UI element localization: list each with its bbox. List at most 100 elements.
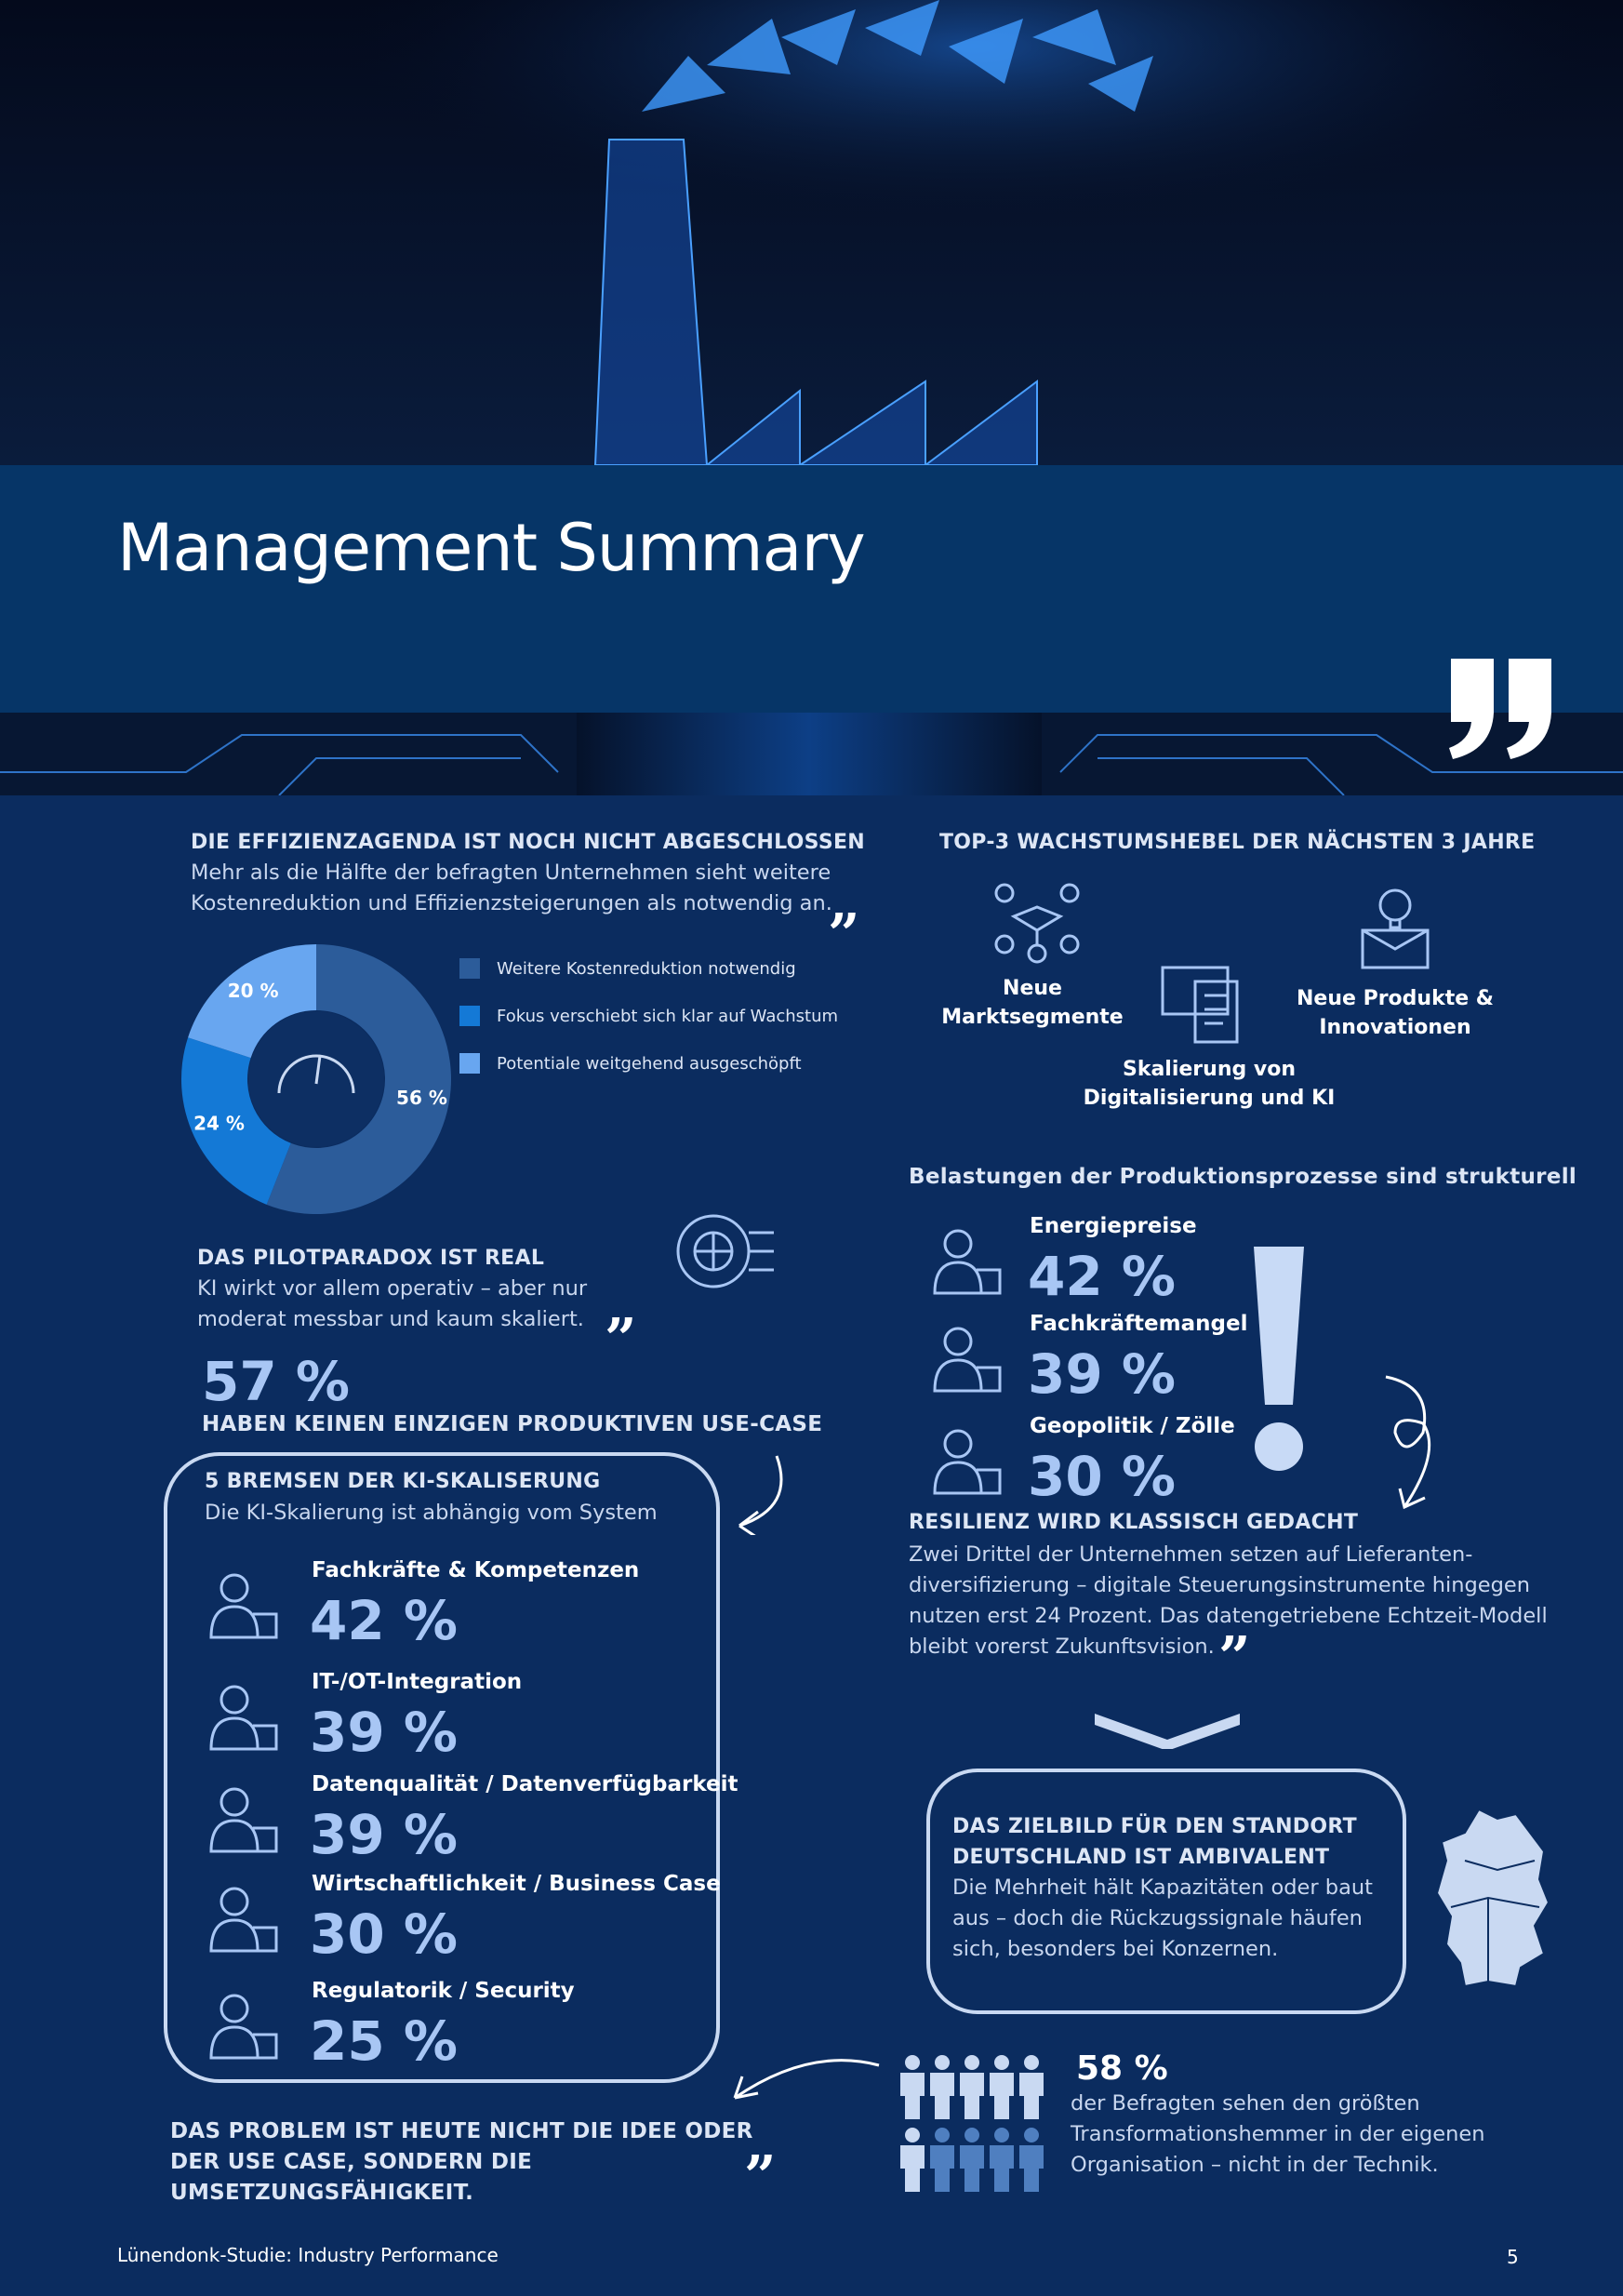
- item-icon: [933, 1429, 1002, 1495]
- person-icon: [994, 2128, 1009, 2142]
- arrow: [1385, 1375, 1431, 1510]
- section-heading: 5 BREMSEN DER KI-SKALISERUNG: [205, 1470, 601, 1493]
- section-text: Die Mehrheit hält Kapazitäten oder baut …: [952, 1876, 1373, 1961]
- growth-item: Skalierung von Digitalisierung und KI: [1083, 1058, 1336, 1110]
- stat-value: 57 %: [202, 1350, 351, 1413]
- item-value: 39 %: [310, 1803, 459, 1866]
- icon-shape: [209, 1605, 278, 1639]
- icon-shape: [943, 1327, 973, 1356]
- icon-shape: [220, 1573, 249, 1603]
- item-icon: [933, 1327, 1002, 1393]
- person-icon: [900, 2145, 925, 2192]
- section-heading: DAS PILOTPARADOX IST REAL: [197, 1247, 545, 1270]
- icon-handshake: [994, 883, 1080, 964]
- legend-label: Fokus verschiebt sich klar auf Wachstum: [497, 1006, 839, 1026]
- legend-swatch: [459, 1053, 480, 1074]
- person-icon: [905, 2128, 920, 2142]
- chevron: [1095, 1714, 1240, 1749]
- person-icon: [994, 2055, 1009, 2070]
- donut-segment: [180, 1037, 291, 1205]
- page-number: 5: [1507, 2246, 1519, 2268]
- legend-swatch: [459, 958, 480, 979]
- icon-shape: [933, 1461, 1002, 1495]
- growth-item: Neue Marktsegmente: [941, 977, 1124, 1029]
- quote-mark: ”: [605, 1307, 637, 1372]
- section-text: Mehr als die Hälfte der befragten Untern…: [191, 861, 832, 915]
- exclamation-mark: [1254, 1247, 1304, 1471]
- icon-shape: [220, 1685, 249, 1715]
- item-icon: [209, 1787, 278, 1853]
- item-label: Fachkräftemangel: [1030, 1312, 1248, 1336]
- stat-text: HABEN KEINEN EINZIGEN PRODUKTIVEN USE-CA…: [202, 1412, 823, 1436]
- donut-segment: [188, 944, 316, 1059]
- icon-shape: [209, 1918, 278, 1953]
- legend-entry: Fokus verschiebt sich klar auf Wachstum: [459, 1006, 838, 1026]
- item-value: 25 %: [310, 2009, 459, 2073]
- people-icons: [900, 2055, 1044, 2192]
- section-heading: DAS PROBLEM IST HEUTE NICHT DIE IDEE ODE…: [170, 2119, 753, 2205]
- icon-gear: [676, 1214, 774, 1288]
- quote-mark: ”: [828, 902, 860, 968]
- brakes-box: [164, 1452, 720, 2083]
- icon-shape: [209, 1716, 278, 1751]
- item-label: Regulatorik / Security: [312, 1979, 575, 2003]
- item-value: 42 %: [1028, 1245, 1177, 1308]
- section-text: Die KI-Skalierung ist abhängig vom Syste…: [205, 1501, 658, 1525]
- icon-shape: [943, 1429, 973, 1459]
- section-heading: Belastungen der Produktionsprozesse sind…: [909, 1165, 1577, 1189]
- person-icon: [990, 2073, 1014, 2119]
- growth-item: Neue Produkte & Innovationen: [1297, 987, 1494, 1039]
- item-value: 39 %: [1028, 1342, 1177, 1406]
- item-value: 42 %: [310, 1589, 459, 1652]
- legend-label: Potentiale weitgehend ausgeschöpft: [497, 1053, 802, 1074]
- item-value: 39 %: [310, 1701, 459, 1764]
- icon-shape: [220, 1887, 249, 1916]
- germany-map: [1435, 1808, 1550, 1988]
- item-label: Fachkräfte & Kompetenzen: [312, 1558, 640, 1582]
- item-label: Geopolitik / Zölle: [1030, 1414, 1235, 1438]
- data-label: 56 %: [396, 1087, 447, 1109]
- icon-shape: [209, 1819, 278, 1853]
- section-text: Zwei Drittel der Unternehmen setzen auf …: [909, 1542, 1548, 1659]
- icon-shape: [933, 1358, 1002, 1393]
- item-icon: [209, 1887, 278, 1953]
- footer-source: Lünendonk-Studie: Industry Performance: [117, 2244, 499, 2266]
- section-text: KI wirkt vor allem operativ – aber nur m…: [197, 1276, 588, 1331]
- person-icon: [1019, 2145, 1044, 2192]
- data-label: 20 %: [228, 980, 279, 1002]
- icon-digital: [1161, 966, 1239, 1044]
- icon-shape: [220, 1787, 249, 1817]
- person-icon: [930, 2073, 954, 2119]
- data-label: 24 %: [193, 1113, 245, 1135]
- item-label: Wirtschaftlichkeit / Business Case: [312, 1872, 721, 1896]
- legend-entry: Weitere Kostenreduktion notwendig: [459, 958, 796, 979]
- icon-shape: [209, 2025, 278, 2060]
- item-icon: [933, 1229, 1002, 1295]
- target-box: [926, 1769, 1406, 2014]
- person-icon: [964, 2055, 979, 2070]
- gauge-icon: [277, 1054, 355, 1094]
- person-icon: [900, 2073, 925, 2119]
- icon-shape: [220, 1994, 249, 2023]
- person-icon: [990, 2145, 1014, 2192]
- item-label: Energiepreise: [1030, 1214, 1197, 1238]
- quote-mark: ”: [1218, 1625, 1251, 1690]
- gauge-needle: [314, 1055, 322, 1085]
- arrow: [733, 2059, 880, 2100]
- icon-shape: [933, 1261, 1002, 1295]
- section-heading: RESILIENZ WIRD KLASSISCH GEDACHT: [909, 1511, 1359, 1534]
- hero-graphic: [0, 0, 1623, 795]
- item-icon: [209, 1994, 278, 2060]
- person-icon: [964, 2128, 979, 2142]
- donut-segment: [266, 944, 451, 1214]
- stat-value: 58 %: [1076, 2049, 1168, 2088]
- person-icon: [1024, 2055, 1039, 2070]
- item-value: 30 %: [310, 1902, 459, 1966]
- person-icon: [960, 2073, 984, 2119]
- item-value: 30 %: [1028, 1445, 1177, 1508]
- legend-swatch: [459, 1006, 480, 1026]
- item-label: IT-/OT-Integration: [312, 1670, 523, 1694]
- item-icon: [209, 1685, 278, 1751]
- person-icon: [930, 2145, 954, 2192]
